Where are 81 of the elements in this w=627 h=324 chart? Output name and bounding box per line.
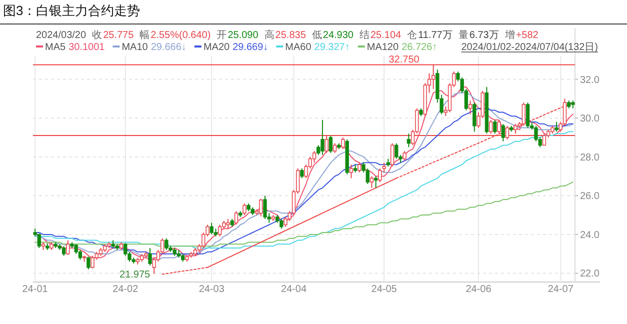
candlestick bbox=[164, 238, 168, 250]
candlestick bbox=[332, 142, 337, 154]
text: 29.669↓ bbox=[232, 42, 268, 53]
text: +582 bbox=[516, 30, 539, 41]
candlestick bbox=[234, 210, 238, 226]
candlestick bbox=[263, 195, 267, 220]
text: 29.666↓ bbox=[150, 42, 186, 53]
candlestick bbox=[390, 142, 394, 168]
text: 结 bbox=[359, 29, 370, 41]
y-tick-label: 24.0 bbox=[580, 230, 600, 241]
candlestick bbox=[472, 102, 476, 132]
text: 24.930 bbox=[322, 30, 354, 41]
legend-label: MA60 bbox=[285, 42, 312, 53]
candlestick bbox=[358, 162, 362, 173]
candlestick bbox=[90, 255, 94, 269]
text: 量 bbox=[458, 30, 468, 41]
x-tick-label: 24-01 bbox=[22, 284, 48, 295]
candlestick bbox=[402, 150, 406, 162]
x-tick-label: 24-05 bbox=[371, 284, 398, 295]
candlestick bbox=[406, 133, 411, 148]
y-tick-label: 30.0 bbox=[580, 114, 600, 125]
candlestick bbox=[86, 256, 90, 270]
text: 25.090 bbox=[228, 30, 259, 41]
y-tick-label: 26.0 bbox=[580, 191, 600, 202]
text: 收 bbox=[92, 30, 102, 41]
text: 25.775 bbox=[103, 30, 134, 41]
annotation: 21.975 bbox=[120, 270, 151, 281]
text: 低 bbox=[312, 30, 322, 41]
candlestick bbox=[394, 142, 398, 160]
legend-label: MA5 bbox=[45, 42, 66, 53]
y-tick-label: 22.0 bbox=[580, 268, 600, 280]
candlestick bbox=[493, 120, 497, 134]
x-tick-label: 24-03 bbox=[198, 284, 225, 295]
candlestick bbox=[526, 102, 530, 128]
candlestick bbox=[37, 232, 41, 249]
text: 仓 bbox=[407, 29, 418, 41]
text: 30.1001 bbox=[68, 42, 106, 53]
legend-label: MA10 bbox=[122, 42, 148, 53]
text: 25.835 bbox=[275, 30, 306, 41]
x-tick-label: 24-06 bbox=[466, 284, 492, 295]
candlestick bbox=[554, 121, 558, 132]
text: 26.726↑ bbox=[402, 42, 438, 53]
x-tick-label: 24-04 bbox=[280, 284, 307, 295]
text: 幅 bbox=[140, 29, 150, 41]
legend-label: MA20 bbox=[203, 42, 230, 53]
text: 2024/03/20 bbox=[36, 30, 86, 41]
chart-title: 图3：白银主力合约走势 bbox=[3, 3, 140, 18]
text: 2.55%(0.640) bbox=[150, 30, 211, 41]
candlestick bbox=[62, 246, 66, 256]
text: 25.104 bbox=[370, 30, 402, 41]
text: 开 bbox=[216, 30, 227, 41]
candlestick bbox=[366, 168, 370, 185]
candlestick bbox=[210, 222, 214, 235]
candlestick bbox=[259, 198, 263, 217]
x-tick-label: 24-07 bbox=[548, 284, 574, 295]
candlestick bbox=[501, 123, 505, 142]
candlestick bbox=[468, 100, 472, 115]
candlestick bbox=[328, 135, 333, 154]
candlestick bbox=[66, 240, 70, 256]
text: 6.73万 bbox=[469, 30, 499, 41]
candlestick bbox=[349, 164, 354, 179]
text: 29.327↑ bbox=[314, 42, 350, 53]
candlestick bbox=[312, 150, 316, 164]
candlestick bbox=[124, 242, 128, 256]
y-tick-label: 32.0 bbox=[580, 74, 600, 86]
candlestick bbox=[300, 168, 304, 179]
text: 11.77万 bbox=[418, 30, 452, 41]
candlestick bbox=[226, 218, 230, 230]
candlestick bbox=[242, 202, 246, 216]
ref-line-label: 32.750 bbox=[388, 54, 420, 66]
candlestick bbox=[218, 224, 222, 237]
legend-label: MA120 bbox=[366, 42, 399, 53]
line-series bbox=[34, 131, 574, 249]
candlestick bbox=[320, 120, 324, 156]
x-tick-label: 24-02 bbox=[112, 284, 139, 295]
candlestick bbox=[148, 248, 152, 266]
text: 增 bbox=[504, 29, 515, 41]
text: 高 bbox=[264, 29, 274, 41]
y-tick-label: 28.0 bbox=[580, 152, 600, 164]
candlestick bbox=[374, 176, 378, 188]
candlestick bbox=[280, 218, 284, 230]
